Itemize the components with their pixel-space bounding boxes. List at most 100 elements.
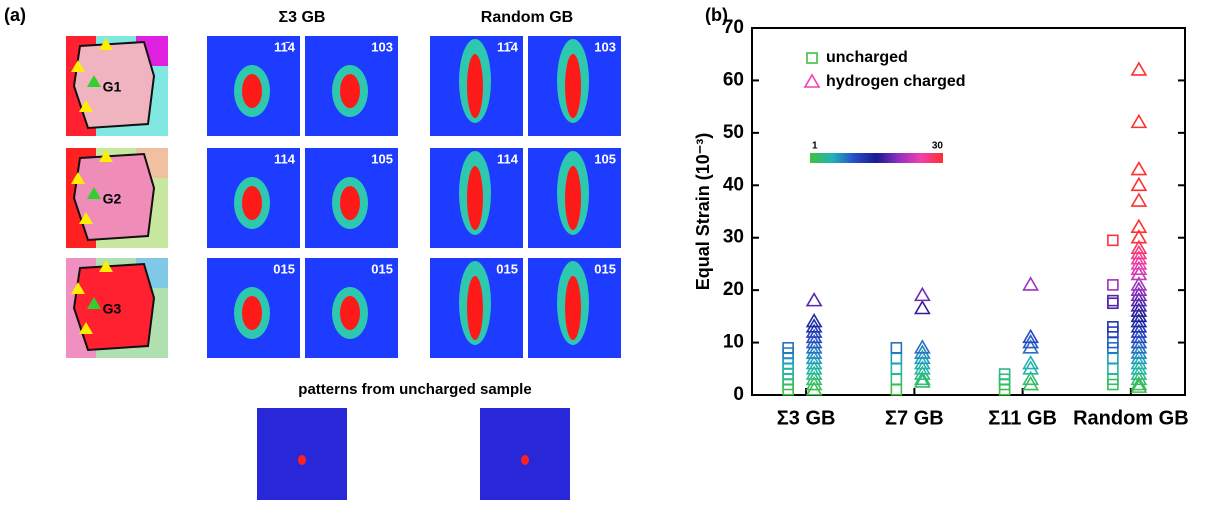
- marker-triangle: [71, 282, 85, 294]
- y-tick-label: 50: [723, 122, 744, 143]
- pattern-core: [340, 186, 360, 220]
- colorbar: [810, 153, 943, 163]
- grain-label: G1: [103, 79, 122, 95]
- marker-triangle: [99, 38, 113, 50]
- point-triangle: [913, 373, 931, 388]
- point-triangle: [1130, 113, 1148, 129]
- miller-index: 114: [497, 151, 519, 166]
- point-triangle: [803, 73, 821, 88]
- miller-index: 11̄4: [274, 39, 296, 54]
- marker-triangle: [71, 172, 85, 184]
- caption: patterns from uncharged sample: [298, 381, 531, 398]
- miller-index: 103: [371, 39, 393, 54]
- y-tick-label: 40: [723, 174, 744, 195]
- pattern-core: [565, 276, 581, 340]
- y-tick-label: 10: [723, 332, 744, 353]
- panel-label: (b): [705, 5, 728, 25]
- point-triangle: [805, 313, 823, 328]
- point-square: [1107, 234, 1119, 247]
- grain: [72, 152, 156, 242]
- point-triangle: [805, 292, 823, 307]
- miller-index: 015: [496, 261, 518, 276]
- grain: [72, 40, 156, 130]
- point-square: [890, 383, 903, 396]
- pattern-core: [298, 455, 306, 465]
- point-triangle: [1130, 276, 1148, 291]
- miller-index: 114: [274, 151, 296, 166]
- pattern-core: [565, 166, 581, 230]
- point-square: [890, 373, 903, 386]
- marker-triangle: [79, 100, 93, 112]
- miller-index: 015: [273, 261, 295, 276]
- legend-label: hydrogen charged: [826, 73, 966, 90]
- legend-label: uncharged: [826, 49, 908, 66]
- point-square: [782, 342, 794, 354]
- y-tick-label: 0: [733, 384, 744, 405]
- marker-triangle: [87, 297, 101, 309]
- point-triangle: [1130, 160, 1148, 176]
- point-square: [1107, 294, 1119, 307]
- pattern-core: [467, 276, 483, 340]
- point-triangle: [913, 339, 931, 354]
- grain-label: G2: [103, 191, 122, 207]
- grain-label: G3: [103, 301, 122, 317]
- colorbar-label: 30: [932, 141, 944, 152]
- miller-index: 103: [594, 39, 616, 54]
- miller-index: 015: [371, 261, 393, 276]
- plot-frame: [751, 27, 1186, 396]
- miller-index: 105: [371, 151, 393, 166]
- pattern-core: [467, 166, 483, 230]
- point-square: [890, 352, 903, 365]
- point-triangle: [913, 286, 931, 302]
- y-tick-label: 60: [723, 69, 744, 90]
- y-tick-label: 70: [723, 17, 744, 38]
- miller-index: 105: [594, 151, 616, 166]
- point-square: [1107, 297, 1119, 310]
- grain: [72, 262, 156, 352]
- point-triangle: [913, 299, 931, 315]
- point-square: [998, 368, 1011, 380]
- marker-triangle: [79, 322, 93, 334]
- column-header: Random GB: [481, 9, 573, 26]
- point-triangle: [1130, 192, 1148, 207]
- y-tick-label: 20: [723, 279, 744, 300]
- pattern-core: [242, 186, 262, 220]
- point-triangle: [1130, 61, 1148, 76]
- marker-triangle: [87, 187, 101, 199]
- y-axis-label: Equal Strain (10⁻³): [693, 133, 713, 291]
- marker-triangle: [71, 60, 85, 72]
- point-triangle: [1130, 218, 1148, 234]
- pattern-core: [242, 296, 262, 330]
- point-triangle: [1022, 328, 1040, 344]
- x-tick-label: Σ3 GB: [777, 407, 836, 429]
- pattern-core: [242, 74, 262, 108]
- point-triangle: [1022, 354, 1040, 370]
- point-triangle: [1022, 370, 1040, 386]
- point-square: [890, 362, 903, 375]
- diffraction-pattern: [257, 408, 347, 500]
- pattern-core: [340, 74, 360, 108]
- colorbar-label: 1: [812, 141, 818, 152]
- marker-triangle: [79, 212, 93, 224]
- x-tick-label: Σ11 GB: [988, 407, 1057, 429]
- point-triangle: [1130, 229, 1148, 244]
- marker-triangle: [99, 260, 113, 272]
- point-square: [806, 52, 818, 64]
- marker-triangle: [87, 75, 101, 87]
- miller-index: 11̄4: [497, 39, 519, 54]
- point-triangle: [1130, 378, 1148, 393]
- point-triangle: [1130, 176, 1148, 192]
- diffraction-pattern: [480, 408, 570, 500]
- point-triangle: [1130, 239, 1148, 254]
- column-header: Σ3 GB: [279, 9, 326, 26]
- pattern-core: [565, 54, 581, 118]
- point-square: [1107, 362, 1119, 375]
- x-tick-label: Σ7 GB: [885, 407, 944, 429]
- y-tick-label: 30: [723, 227, 744, 248]
- point-square: [1107, 321, 1119, 333]
- point-square: [1107, 352, 1119, 365]
- marker-triangle: [99, 150, 113, 162]
- pattern-core: [340, 296, 360, 330]
- panel-label: (a): [4, 5, 26, 25]
- x-tick-label: Random GB: [1073, 407, 1189, 429]
